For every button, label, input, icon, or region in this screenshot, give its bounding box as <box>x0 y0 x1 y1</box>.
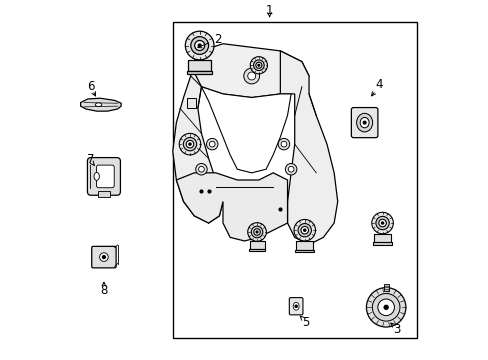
Circle shape <box>285 163 296 175</box>
Text: 3: 3 <box>392 323 400 336</box>
Circle shape <box>185 31 214 60</box>
Circle shape <box>198 166 204 172</box>
Bar <box>373 234 390 242</box>
Bar <box>383 284 388 291</box>
Circle shape <box>244 68 259 84</box>
Circle shape <box>251 226 262 238</box>
Circle shape <box>190 37 208 54</box>
Bar <box>372 242 391 245</box>
Circle shape <box>195 163 207 175</box>
Bar <box>187 71 212 75</box>
Text: 8: 8 <box>100 284 107 297</box>
Circle shape <box>384 305 387 309</box>
Circle shape <box>194 41 204 50</box>
Bar <box>187 98 196 108</box>
Circle shape <box>278 138 289 150</box>
FancyBboxPatch shape <box>87 158 120 195</box>
Bar <box>248 249 264 251</box>
Text: 7: 7 <box>87 153 95 166</box>
Circle shape <box>381 222 383 224</box>
Circle shape <box>102 256 105 258</box>
Ellipse shape <box>293 302 299 310</box>
Bar <box>183 142 190 151</box>
Text: 5: 5 <box>302 316 309 329</box>
Bar <box>188 60 211 71</box>
Circle shape <box>188 143 191 145</box>
Text: 6: 6 <box>87 80 95 93</box>
Circle shape <box>100 253 108 261</box>
Circle shape <box>206 138 218 150</box>
Bar <box>98 191 109 197</box>
Circle shape <box>256 231 258 233</box>
Circle shape <box>198 44 201 47</box>
Circle shape <box>378 219 386 227</box>
Bar <box>296 241 313 249</box>
Ellipse shape <box>94 172 99 180</box>
Circle shape <box>209 141 215 147</box>
Text: 2: 2 <box>198 32 221 48</box>
Circle shape <box>298 224 311 237</box>
Polygon shape <box>201 87 290 173</box>
FancyBboxPatch shape <box>96 165 114 188</box>
Ellipse shape <box>360 117 368 128</box>
Polygon shape <box>190 44 308 98</box>
Circle shape <box>183 138 196 151</box>
Ellipse shape <box>356 113 372 132</box>
Circle shape <box>179 134 201 155</box>
Polygon shape <box>172 65 223 223</box>
Text: 1: 1 <box>265 4 273 17</box>
Ellipse shape <box>95 103 102 107</box>
Circle shape <box>247 223 266 241</box>
Circle shape <box>294 305 297 307</box>
Circle shape <box>366 288 405 327</box>
Bar <box>249 241 264 249</box>
Circle shape <box>293 220 315 241</box>
Text: 4: 4 <box>374 78 382 91</box>
Bar <box>295 249 314 252</box>
Circle shape <box>186 140 193 148</box>
Bar <box>172 22 416 338</box>
Circle shape <box>303 229 305 231</box>
Polygon shape <box>176 173 287 241</box>
FancyBboxPatch shape <box>289 298 303 315</box>
FancyBboxPatch shape <box>92 246 116 268</box>
FancyBboxPatch shape <box>351 108 377 138</box>
Circle shape <box>377 299 394 316</box>
Circle shape <box>371 293 399 321</box>
Circle shape <box>253 60 264 71</box>
Circle shape <box>255 62 261 68</box>
Circle shape <box>281 141 286 147</box>
Circle shape <box>287 166 293 172</box>
Circle shape <box>363 121 365 124</box>
Polygon shape <box>280 51 337 244</box>
Circle shape <box>301 226 308 234</box>
Circle shape <box>258 64 259 66</box>
Circle shape <box>253 229 260 235</box>
Polygon shape <box>81 98 121 111</box>
Circle shape <box>250 57 267 74</box>
Circle shape <box>371 212 392 234</box>
Circle shape <box>247 72 255 80</box>
Circle shape <box>375 216 388 230</box>
